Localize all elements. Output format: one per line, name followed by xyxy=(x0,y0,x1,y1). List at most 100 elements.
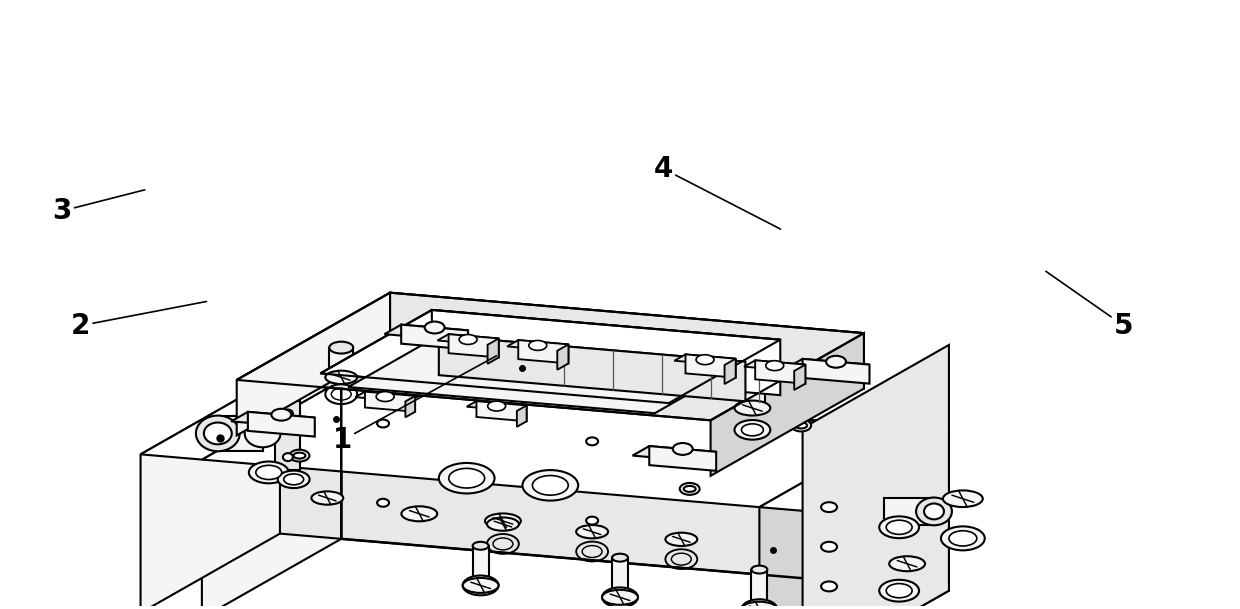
Ellipse shape xyxy=(283,453,293,461)
Ellipse shape xyxy=(680,483,699,495)
Ellipse shape xyxy=(791,420,811,431)
Ellipse shape xyxy=(924,504,944,519)
Ellipse shape xyxy=(766,361,784,371)
Polygon shape xyxy=(487,339,498,364)
Ellipse shape xyxy=(887,520,913,534)
Polygon shape xyxy=(202,380,341,609)
Ellipse shape xyxy=(742,599,777,609)
Polygon shape xyxy=(675,354,735,365)
Text: 1: 1 xyxy=(332,356,496,454)
Polygon shape xyxy=(724,359,735,384)
Ellipse shape xyxy=(734,420,770,440)
Ellipse shape xyxy=(603,588,637,607)
Polygon shape xyxy=(248,412,315,437)
Ellipse shape xyxy=(284,474,304,485)
Polygon shape xyxy=(405,396,415,417)
Ellipse shape xyxy=(739,371,765,385)
Ellipse shape xyxy=(459,334,477,345)
Ellipse shape xyxy=(463,576,498,596)
Ellipse shape xyxy=(485,513,521,529)
Ellipse shape xyxy=(887,583,913,598)
Ellipse shape xyxy=(683,486,696,492)
Ellipse shape xyxy=(821,542,837,552)
Polygon shape xyxy=(231,412,315,427)
Polygon shape xyxy=(218,415,263,451)
Polygon shape xyxy=(711,333,864,476)
Ellipse shape xyxy=(255,465,281,479)
Polygon shape xyxy=(794,365,805,390)
Polygon shape xyxy=(439,336,745,401)
Polygon shape xyxy=(280,375,341,539)
Ellipse shape xyxy=(610,593,630,602)
Ellipse shape xyxy=(587,516,598,524)
Polygon shape xyxy=(449,334,498,357)
Ellipse shape xyxy=(749,604,769,609)
Polygon shape xyxy=(365,392,415,412)
Polygon shape xyxy=(466,401,527,411)
Polygon shape xyxy=(140,375,341,460)
Ellipse shape xyxy=(821,582,837,591)
Polygon shape xyxy=(632,446,717,461)
Ellipse shape xyxy=(249,462,289,484)
Ellipse shape xyxy=(522,470,578,501)
Polygon shape xyxy=(810,432,949,609)
Polygon shape xyxy=(518,340,568,364)
Polygon shape xyxy=(650,446,717,471)
Polygon shape xyxy=(759,428,949,512)
Ellipse shape xyxy=(449,468,485,488)
Polygon shape xyxy=(739,378,765,408)
Ellipse shape xyxy=(889,556,925,571)
Polygon shape xyxy=(802,345,949,609)
Ellipse shape xyxy=(795,423,807,429)
Polygon shape xyxy=(751,569,768,609)
Ellipse shape xyxy=(696,354,714,365)
Ellipse shape xyxy=(439,463,495,493)
Ellipse shape xyxy=(272,409,291,421)
Ellipse shape xyxy=(463,578,498,593)
Polygon shape xyxy=(472,546,489,585)
Polygon shape xyxy=(759,428,899,609)
Ellipse shape xyxy=(203,423,232,445)
Polygon shape xyxy=(402,325,467,350)
Ellipse shape xyxy=(742,424,764,436)
Ellipse shape xyxy=(666,533,697,546)
Ellipse shape xyxy=(734,401,770,415)
Polygon shape xyxy=(320,310,780,403)
Polygon shape xyxy=(330,348,353,378)
Ellipse shape xyxy=(487,401,506,411)
Polygon shape xyxy=(613,558,627,597)
Text: 5: 5 xyxy=(1045,272,1133,340)
Polygon shape xyxy=(899,428,949,591)
Ellipse shape xyxy=(587,437,598,445)
Polygon shape xyxy=(438,334,498,345)
Ellipse shape xyxy=(294,452,305,459)
Ellipse shape xyxy=(826,356,846,368)
Polygon shape xyxy=(476,401,527,421)
Polygon shape xyxy=(140,375,280,609)
Polygon shape xyxy=(237,293,864,420)
Polygon shape xyxy=(517,406,527,427)
Polygon shape xyxy=(557,345,568,370)
Ellipse shape xyxy=(528,340,547,350)
Ellipse shape xyxy=(311,491,343,505)
Polygon shape xyxy=(802,359,869,384)
Polygon shape xyxy=(237,293,391,435)
Ellipse shape xyxy=(942,490,983,507)
Ellipse shape xyxy=(196,415,239,451)
Text: 3: 3 xyxy=(52,190,145,225)
Ellipse shape xyxy=(402,506,438,521)
Polygon shape xyxy=(507,340,568,351)
Ellipse shape xyxy=(377,499,389,507)
Polygon shape xyxy=(202,380,899,507)
Ellipse shape xyxy=(278,471,310,488)
Polygon shape xyxy=(341,380,899,586)
Ellipse shape xyxy=(879,580,919,602)
Polygon shape xyxy=(275,401,300,470)
Ellipse shape xyxy=(487,518,518,531)
Polygon shape xyxy=(432,310,780,395)
Polygon shape xyxy=(686,354,735,378)
Ellipse shape xyxy=(742,602,777,609)
Ellipse shape xyxy=(751,566,768,574)
Ellipse shape xyxy=(424,322,445,334)
Ellipse shape xyxy=(941,526,985,551)
